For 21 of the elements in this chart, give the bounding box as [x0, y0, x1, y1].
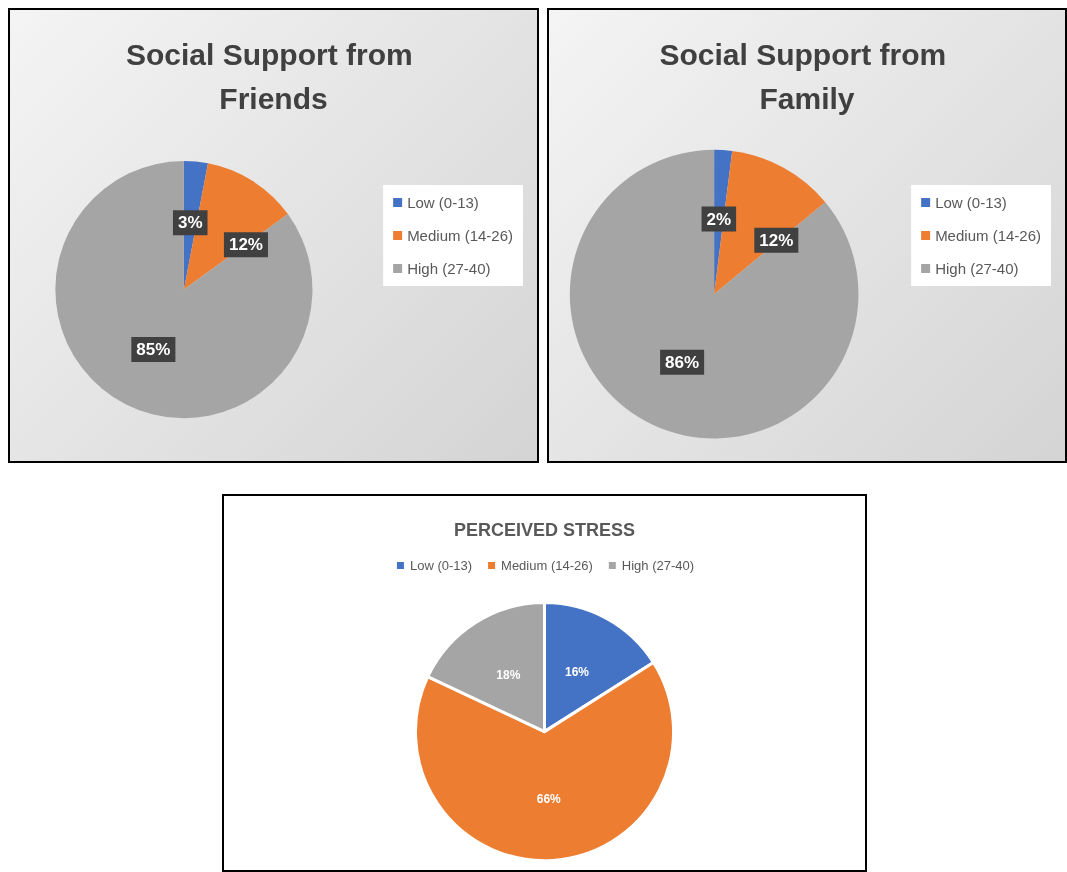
data-label: 86% [665, 352, 700, 372]
legend-label: Medium (14-26) [501, 558, 593, 573]
data-label: 18% [496, 667, 521, 682]
data-label: 12% [759, 230, 794, 250]
legend-label: Medium (14-26) [935, 227, 1041, 244]
legend-label: Low (0-13) [409, 558, 473, 573]
data-label: 66% [536, 792, 562, 806]
legend-label: Low (0-13) [935, 194, 1007, 211]
legend-label: High (27-40) [407, 260, 491, 277]
chart-title: Social Support from Friends [125, 38, 422, 115]
legend-label: Medium (14-26) [407, 227, 513, 244]
chart-title: Social Support from Family [659, 38, 955, 115]
data-label: 3% [177, 213, 203, 233]
chart-title: PERCEIVED STRESS [453, 520, 636, 541]
data-label: 12% [228, 235, 263, 255]
data-label: 85% [136, 340, 171, 360]
legend-label: High (27-40) [935, 260, 1019, 277]
legend-label: High (27-40) [621, 558, 695, 573]
legend-label: Low (0-13) [407, 194, 479, 211]
data-label: 2% [706, 209, 732, 229]
data-label: 16% [565, 665, 590, 680]
